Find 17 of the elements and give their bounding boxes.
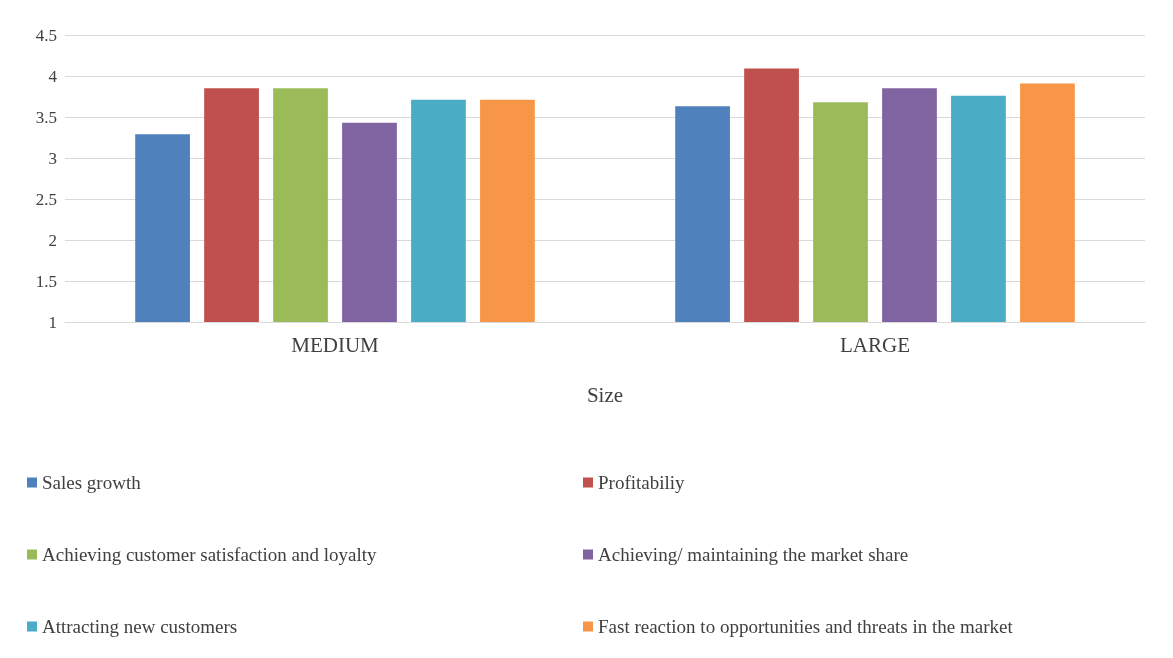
legend-label: Achieving/ maintaining the market share [598, 544, 909, 565]
y-tick-label: 2.5 [35, 189, 57, 209]
y-tick-label: 1.5 [35, 271, 57, 291]
y-tick-label: 4.5 [35, 25, 57, 45]
legend-label: Achieving customer satisfaction and loyalty [42, 544, 378, 565]
y-tick-label: 1 [48, 312, 57, 332]
y-tick-label: 3 [48, 148, 57, 168]
legend-label: Attracting new customers [42, 616, 238, 637]
legend-label: Fast reaction to opportunities and threats in the market [598, 616, 1014, 637]
x-axis-title: Size [586, 382, 624, 407]
y-tick-label: 3.5 [35, 107, 57, 127]
y-tick-label: 2 [48, 230, 57, 250]
legend-label: Sales growth [42, 472, 142, 493]
x-tick-label: MEDIUM [291, 332, 380, 357]
legend-label: Profitabiliy [598, 472, 686, 493]
x-tick-label: LARGE [840, 332, 910, 357]
y-tick-label: 4 [48, 66, 58, 86]
